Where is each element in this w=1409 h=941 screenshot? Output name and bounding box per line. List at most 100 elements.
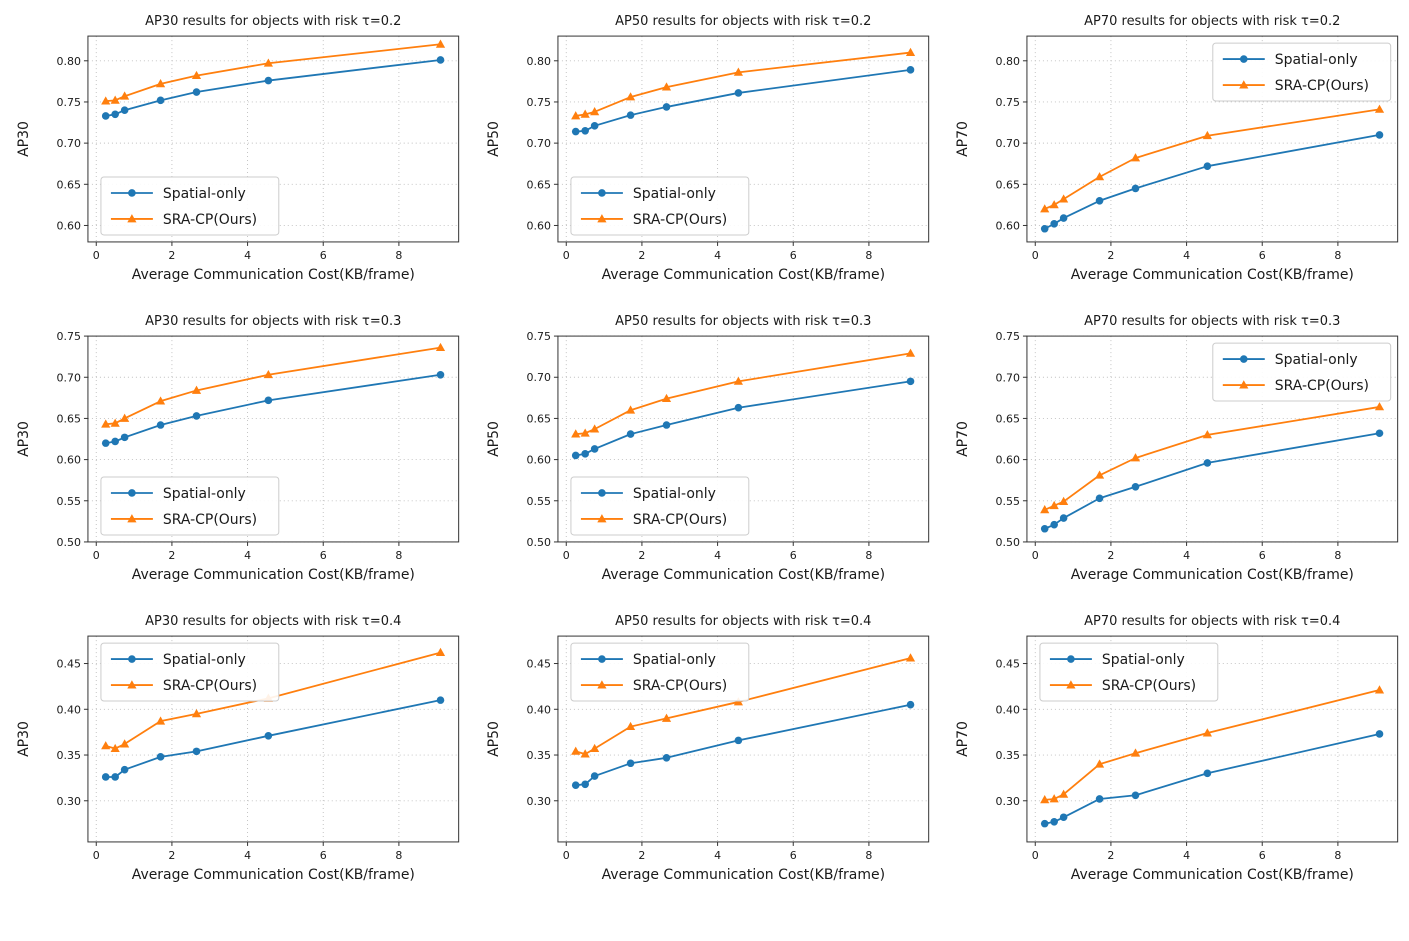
chart-ap70-tau-0-4-figure: 0 2 4 6 8 0.30 0.35 0.40 0.45 AP70 results for ob… xyxy=(955,614,1399,883)
x-tick-label: 6 xyxy=(320,849,327,862)
y-tick-label: 0.75 xyxy=(526,96,550,109)
data-point-spatial-only xyxy=(1096,494,1104,503)
data-point-spatial-only xyxy=(436,696,445,704)
data-point-spatial-only xyxy=(1050,818,1059,826)
y-tick-label: 0.55 xyxy=(996,495,1020,508)
legend-box xyxy=(570,642,749,702)
data-point-sra-cp-ours xyxy=(263,369,273,379)
data-point-sra-cp-ours xyxy=(589,743,599,753)
legend-label: SRA-CP(Ours) xyxy=(633,212,727,228)
chart-ap30-tau-0-3: 0 2 4 6 8 0.50 0.55 0.60 0.65 0.70 0.75 AP30 result… xyxy=(0,306,470,606)
x-tick-label: 0 xyxy=(562,249,569,262)
data-point-spatial-only xyxy=(120,433,129,442)
y-tick-label: 0.70 xyxy=(526,371,550,384)
x-axis-label: Average Communication Cost(KB/frame) xyxy=(132,867,415,883)
x-tick-label: 4 xyxy=(1183,249,1190,262)
legend-box xyxy=(570,476,749,536)
data-point-sra-cp-ours xyxy=(1059,789,1069,798)
data-point-sra-cp-ours xyxy=(110,418,120,427)
data-point-sra-cp-ours xyxy=(1049,500,1060,510)
data-point-spatial-only xyxy=(111,773,119,781)
x-tick-label: 4 xyxy=(244,249,251,262)
y-axis-label: AP50 xyxy=(486,721,502,757)
chart-grid: 0 2 4 6 8 0.60 0.65 0.70 0.75 0.80 AP30 results fo… xyxy=(0,6,1409,906)
y-axis-label: AP50 xyxy=(486,421,502,457)
data-point-sra-cp-ours xyxy=(1203,130,1213,140)
chart-ap50-tau-0-3-figure: 0 2 4 6 8 0.50 0.55 0.60 0.65 0.70 0.75 AP50 result… xyxy=(486,314,929,583)
x-tick-label: 2 xyxy=(168,849,175,862)
plot-frame xyxy=(557,635,929,843)
series-line-sra-cp-ours xyxy=(1044,406,1381,511)
series-line-sra-cp-ours xyxy=(1044,108,1381,210)
data-point-sra-cp-ours xyxy=(1375,402,1385,411)
legend-marker-sra-cp-ours xyxy=(127,680,137,689)
y-axis-label: AP70 xyxy=(955,721,971,757)
plot-frame xyxy=(557,35,929,243)
data-point-sra-cp-ours xyxy=(589,107,599,116)
data-point-sra-cp-ours xyxy=(191,70,202,80)
data-point-spatial-only xyxy=(662,421,670,429)
x-tick-label: 4 xyxy=(1183,549,1190,562)
data-point-sra-cp-ours xyxy=(435,39,446,48)
x-axis-label: Average Communication Cost(KB/frame) xyxy=(132,267,415,283)
legend-label: Spatial-only xyxy=(163,486,246,502)
y-tick-label: 0.30 xyxy=(996,795,1020,808)
legend-label: SRA-CP(Ours) xyxy=(633,678,727,694)
legend-marker-sra-cp-ours xyxy=(127,514,137,523)
data-point-spatial-only xyxy=(906,66,914,74)
y-tick-label: 0.65 xyxy=(56,412,80,425)
data-point-sra-cp-ours xyxy=(580,428,590,437)
data-point-sra-cp-ours xyxy=(155,79,166,88)
y-axis-label: AP70 xyxy=(955,121,971,157)
series-line-spatial-only xyxy=(574,703,912,787)
y-tick-label: 0.65 xyxy=(526,412,550,425)
x-tick-label: 2 xyxy=(168,549,175,562)
series-line-sra-cp-ours xyxy=(574,51,912,117)
legend-marker-spatial-only xyxy=(128,189,136,197)
x-tick-label: 2 xyxy=(638,249,645,262)
data-point-sra-cp-ours xyxy=(625,92,635,101)
data-point-sra-cp-ours xyxy=(580,749,590,758)
plot-frame xyxy=(87,335,460,543)
chart-ap50-tau-0-4: 0 2 4 6 8 0.30 0.35 0.40 0.45 AP50 results for ob… xyxy=(470,606,940,906)
data-point-sra-cp-ours xyxy=(101,96,111,105)
data-point-spatial-only xyxy=(590,445,599,453)
x-tick-label: 8 xyxy=(865,249,872,262)
data-point-spatial-only xyxy=(1376,730,1384,738)
legend-label: Spatial-only xyxy=(633,186,716,202)
x-tick-label: 8 xyxy=(1335,249,1342,262)
series-line-spatial-only xyxy=(1044,432,1381,530)
x-tick-label: 2 xyxy=(1108,249,1115,262)
data-point-spatial-only xyxy=(264,76,273,85)
data-point-spatial-only xyxy=(734,403,742,412)
y-tick-label: 0.45 xyxy=(526,658,550,671)
legend-marker-spatial-only xyxy=(128,489,136,497)
x-tick-label: 0 xyxy=(562,549,569,562)
data-point-sra-cp-ours xyxy=(661,713,671,722)
data-point-spatial-only xyxy=(192,88,201,96)
data-point-sra-cp-ours xyxy=(120,91,130,100)
x-tick-label: 6 xyxy=(789,249,796,262)
x-tick-label: 0 xyxy=(562,849,569,862)
y-tick-label: 0.60 xyxy=(56,454,80,467)
data-point-sra-cp-ours xyxy=(661,82,671,91)
y-tick-label: 0.65 xyxy=(996,412,1020,425)
x-tick-label: 0 xyxy=(93,549,100,562)
data-point-spatial-only xyxy=(1096,795,1104,803)
data-point-spatial-only xyxy=(571,451,580,460)
data-point-sra-cp-ours xyxy=(570,429,580,438)
data-point-sra-cp-ours xyxy=(733,67,743,76)
data-point-sra-cp-ours xyxy=(191,385,202,394)
legend-marker-spatial-only xyxy=(597,655,606,663)
legend-label: Spatial-only xyxy=(163,652,246,668)
y-tick-label: 0.70 xyxy=(526,137,550,150)
data-point-sra-cp-ours xyxy=(905,653,915,662)
data-point-spatial-only xyxy=(1041,819,1049,828)
y-tick-label: 0.55 xyxy=(56,495,80,508)
legend-label: Spatial-only xyxy=(1275,352,1358,368)
data-point-spatial-only xyxy=(1050,520,1059,529)
data-point-spatial-only xyxy=(1050,220,1059,228)
x-tick-label: 4 xyxy=(244,549,251,562)
legend-marker-sra-cp-ours xyxy=(596,514,607,523)
data-point-spatial-only xyxy=(1041,524,1049,533)
